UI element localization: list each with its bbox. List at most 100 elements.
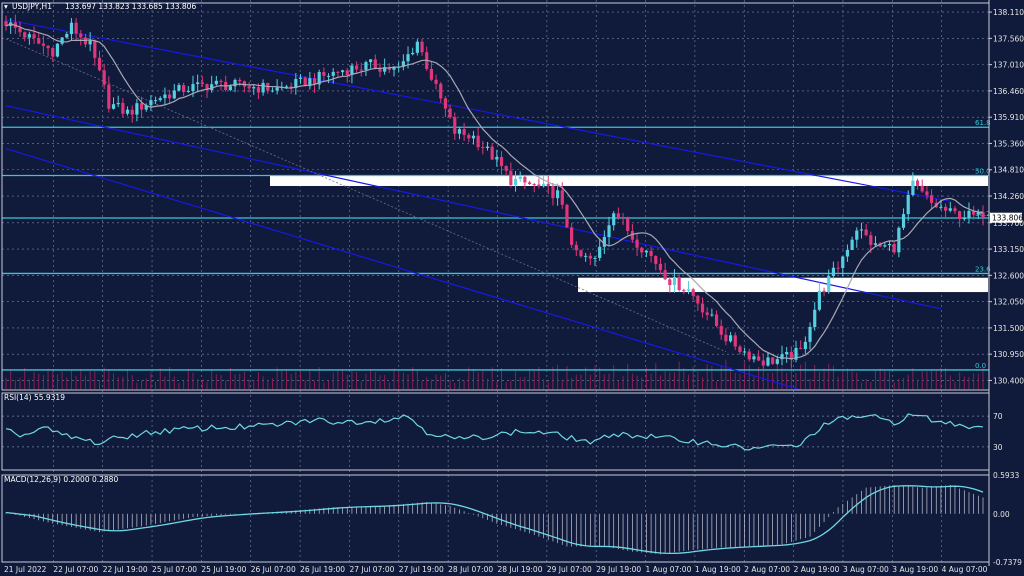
candle-body [153, 100, 158, 102]
time-tick-label: 4 Aug 07:00 [942, 565, 988, 574]
candle-body [121, 102, 125, 114]
candle-body [495, 156, 499, 160]
candle-body [523, 176, 527, 183]
candle-body [827, 276, 831, 293]
candle-body [967, 210, 971, 218]
candle-body [644, 250, 649, 253]
time-tick-label: 27 Jul 19:00 [399, 565, 444, 574]
dotted-trend-line [5, 38, 727, 353]
time-tick-label: 3 Aug 07:00 [843, 565, 889, 574]
candle-body [51, 48, 55, 57]
time-tick-label: 1 Aug 19:00 [695, 565, 741, 574]
candle-body [378, 68, 382, 72]
candle-body [906, 194, 910, 215]
candle-body [691, 289, 695, 296]
candle-body [336, 71, 340, 73]
candle-body [350, 65, 354, 76]
candle-body [532, 184, 536, 186]
candle-body [298, 77, 303, 79]
candle-body [817, 290, 821, 310]
candle-body [214, 80, 218, 85]
candle-body [799, 347, 803, 349]
candle-body [317, 72, 321, 85]
chart-quote: 133.697 133.823 133.685 133.806 [65, 2, 196, 11]
rsi-title: RSI(14) 55.9319 [4, 393, 65, 402]
candle-body [855, 230, 859, 240]
current-price-label: 133.806 [992, 214, 1023, 223]
candle-body [785, 352, 789, 355]
candle-body [901, 214, 906, 228]
candle-body [677, 276, 681, 291]
candle-body [457, 129, 462, 134]
macd-tick-label: 0.5933 [993, 471, 1019, 480]
candle-body [289, 86, 293, 89]
candle-body [499, 156, 504, 167]
candle-body [612, 213, 616, 226]
candle-body [238, 79, 242, 82]
candle-body [668, 279, 672, 286]
price-tick-label: 133.150 [993, 245, 1024, 254]
candle-body [37, 38, 41, 44]
candle-body [23, 32, 27, 38]
candle-body [233, 79, 237, 87]
candle-body [55, 43, 60, 57]
price-tick-label: 132.600 [993, 271, 1024, 280]
candle-body [504, 166, 508, 171]
candle-body [831, 267, 836, 277]
candle-body [654, 255, 658, 264]
candle-body [373, 59, 377, 69]
candle-body [256, 87, 261, 93]
candle-body [574, 244, 578, 251]
candle-body [570, 227, 574, 245]
candle-body [415, 41, 419, 53]
time-tick-label: 22 Jul 07:00 [53, 565, 98, 574]
candle-body [527, 182, 532, 185]
time-tick-label: 22 Jul 19:00 [103, 565, 148, 574]
candle-body [696, 295, 700, 304]
candle-body [635, 239, 639, 248]
candle-body [32, 34, 36, 39]
candle-body [130, 109, 134, 115]
fib-level-label: 61.8 [975, 119, 991, 127]
candle-body [182, 85, 186, 93]
candle-body [598, 246, 602, 258]
chart-header: ▾ USDJPY,H1 133.697 133.823 133.685 133.… [4, 2, 196, 11]
candle-body [556, 190, 560, 199]
price-tick-label: 137.560 [993, 34, 1024, 43]
candle-body [247, 86, 251, 89]
candle-body [761, 360, 765, 366]
time-tick-label: 26 Jul 19:00 [300, 565, 345, 574]
candle-body [74, 22, 78, 34]
price-tick-label: 131.500 [993, 324, 1024, 333]
candle-body [892, 243, 896, 253]
candle-body [41, 43, 45, 46]
candle-body [139, 103, 144, 110]
candle-body [958, 211, 962, 220]
candle-body [331, 71, 335, 76]
candle-body [626, 218, 630, 231]
candle-body [584, 255, 588, 257]
candle-body [93, 40, 97, 58]
candle-body [803, 341, 807, 349]
candle-body [186, 91, 190, 93]
price-tick-label: 132.050 [993, 298, 1024, 307]
candle-body [125, 109, 130, 114]
candle-body [658, 263, 663, 271]
time-tick-label: 27 Jul 07:00 [349, 565, 394, 574]
candle-body [228, 86, 232, 91]
candle-body [219, 80, 223, 82]
candle-body [392, 66, 396, 70]
candle-body [261, 82, 265, 93]
candle-body [953, 208, 957, 212]
candle-body [443, 98, 448, 109]
candle-body [939, 206, 943, 208]
time-tick-label: 28 Jul 07:00 [448, 565, 493, 574]
candle-body [714, 314, 719, 326]
candle-body [97, 57, 102, 71]
rsi-panel: 70 30 [2, 412, 1003, 452]
macd-panel: 0.5933 0.00 -0.7379 [5, 471, 1022, 567]
candle-body [864, 229, 868, 236]
price-tick-label: 130.400 [993, 376, 1024, 385]
candle-body [60, 37, 64, 44]
